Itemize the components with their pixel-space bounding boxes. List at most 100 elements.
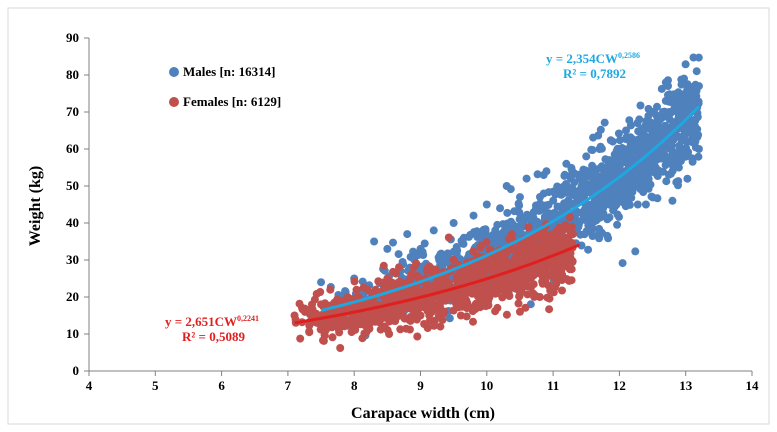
- male-point: [542, 201, 551, 210]
- female-point: [503, 248, 512, 257]
- male-point: [694, 53, 703, 62]
- male-point: [688, 157, 697, 166]
- male-point: [645, 124, 654, 133]
- male-point: [599, 203, 608, 212]
- male-point: [429, 226, 438, 235]
- male-point: [688, 128, 697, 137]
- females-fit-equation-exponent: 0,2241: [237, 314, 259, 323]
- chart-border: [7, 7, 770, 425]
- females-fit-equation: y = 2,651CW0,2241: [165, 314, 259, 329]
- male-point: [675, 89, 684, 98]
- legend-label-females: Females [n: 6129]: [183, 94, 281, 109]
- male-point: [533, 217, 542, 226]
- males-fit-equation: y = 2,354CW0,2586: [546, 51, 640, 66]
- y-tick-label: 0: [73, 363, 80, 378]
- y-tick-label: 30: [66, 252, 79, 267]
- x-tick-label: 9: [417, 378, 424, 393]
- male-point: [409, 247, 418, 256]
- female-point: [430, 321, 438, 330]
- female-point: [295, 299, 304, 308]
- y-tick-label: 60: [66, 141, 79, 156]
- female-point: [396, 325, 405, 334]
- male-point: [627, 193, 636, 202]
- male-point: [601, 155, 610, 164]
- female-point: [452, 293, 461, 302]
- male-point: [607, 170, 616, 179]
- male-point: [653, 102, 661, 111]
- male-point: [657, 84, 666, 93]
- male-point: [660, 107, 669, 116]
- male-point: [668, 196, 677, 205]
- female-point: [517, 258, 526, 267]
- male-point: [648, 164, 657, 173]
- female-point: [530, 292, 539, 301]
- male-point: [589, 169, 597, 178]
- female-point: [365, 324, 374, 333]
- male-point: [482, 200, 491, 209]
- fits-layer: [294, 105, 701, 325]
- male-point: [653, 115, 662, 124]
- female-point: [443, 293, 452, 301]
- male-point: [445, 314, 454, 323]
- male-point: [539, 189, 548, 198]
- legend-marker-females: [169, 97, 179, 107]
- female-point: [420, 303, 429, 312]
- female-point: [544, 271, 553, 280]
- male-point: [637, 132, 646, 141]
- male-point: [555, 189, 564, 198]
- male-point: [562, 180, 570, 188]
- female-point: [413, 332, 422, 341]
- male-point: [608, 164, 617, 173]
- male-point: [589, 133, 598, 142]
- female-point: [462, 304, 471, 313]
- female-point: [336, 344, 345, 352]
- legend: Males [n: 16314] Females [n: 6129]: [169, 64, 281, 109]
- male-point: [662, 177, 671, 186]
- male-point: [554, 202, 563, 211]
- female-point: [396, 290, 405, 298]
- female-point: [491, 276, 499, 285]
- male-point: [503, 208, 512, 217]
- female-point: [449, 256, 458, 264]
- male-point: [580, 230, 589, 239]
- male-point: [514, 199, 523, 208]
- male-point: [613, 144, 622, 153]
- males-fit-r2: R² = 0,7892: [563, 66, 626, 81]
- male-point: [684, 90, 693, 99]
- female-point: [539, 259, 548, 268]
- y-tick-label: 40: [66, 215, 79, 230]
- females-fit-r2: R² = 0,5089: [182, 329, 245, 344]
- male-point: [600, 118, 609, 127]
- y-tick-label: 80: [66, 67, 79, 82]
- male-point: [688, 100, 697, 109]
- x-tick-label: 14: [746, 378, 760, 393]
- female-point: [443, 277, 452, 286]
- male-point: [618, 157, 627, 165]
- female-point: [522, 267, 531, 276]
- male-point: [587, 212, 596, 221]
- female-point: [514, 299, 523, 308]
- female-point: [416, 311, 425, 320]
- y-tick-label: 90: [66, 30, 79, 45]
- x-tick-label: 12: [613, 378, 626, 393]
- male-point: [564, 186, 573, 195]
- x-tick-label: 7: [285, 378, 292, 393]
- male-point: [626, 133, 635, 142]
- male-point: [416, 244, 425, 253]
- x-tick-label: 8: [351, 378, 358, 393]
- x-tick-label: 11: [547, 378, 559, 393]
- female-point: [436, 293, 445, 302]
- male-point: [624, 183, 633, 191]
- male-point: [436, 257, 444, 266]
- male-point: [632, 150, 641, 159]
- female-point: [376, 315, 385, 324]
- male-point: [420, 239, 429, 248]
- male-point: [459, 239, 468, 248]
- female-point: [409, 263, 418, 272]
- female-point: [350, 277, 359, 286]
- female-point: [476, 303, 485, 312]
- female-point: [546, 286, 555, 295]
- male-point: [503, 219, 512, 228]
- female-point: [385, 317, 394, 326]
- x-tick-label: 6: [218, 378, 225, 393]
